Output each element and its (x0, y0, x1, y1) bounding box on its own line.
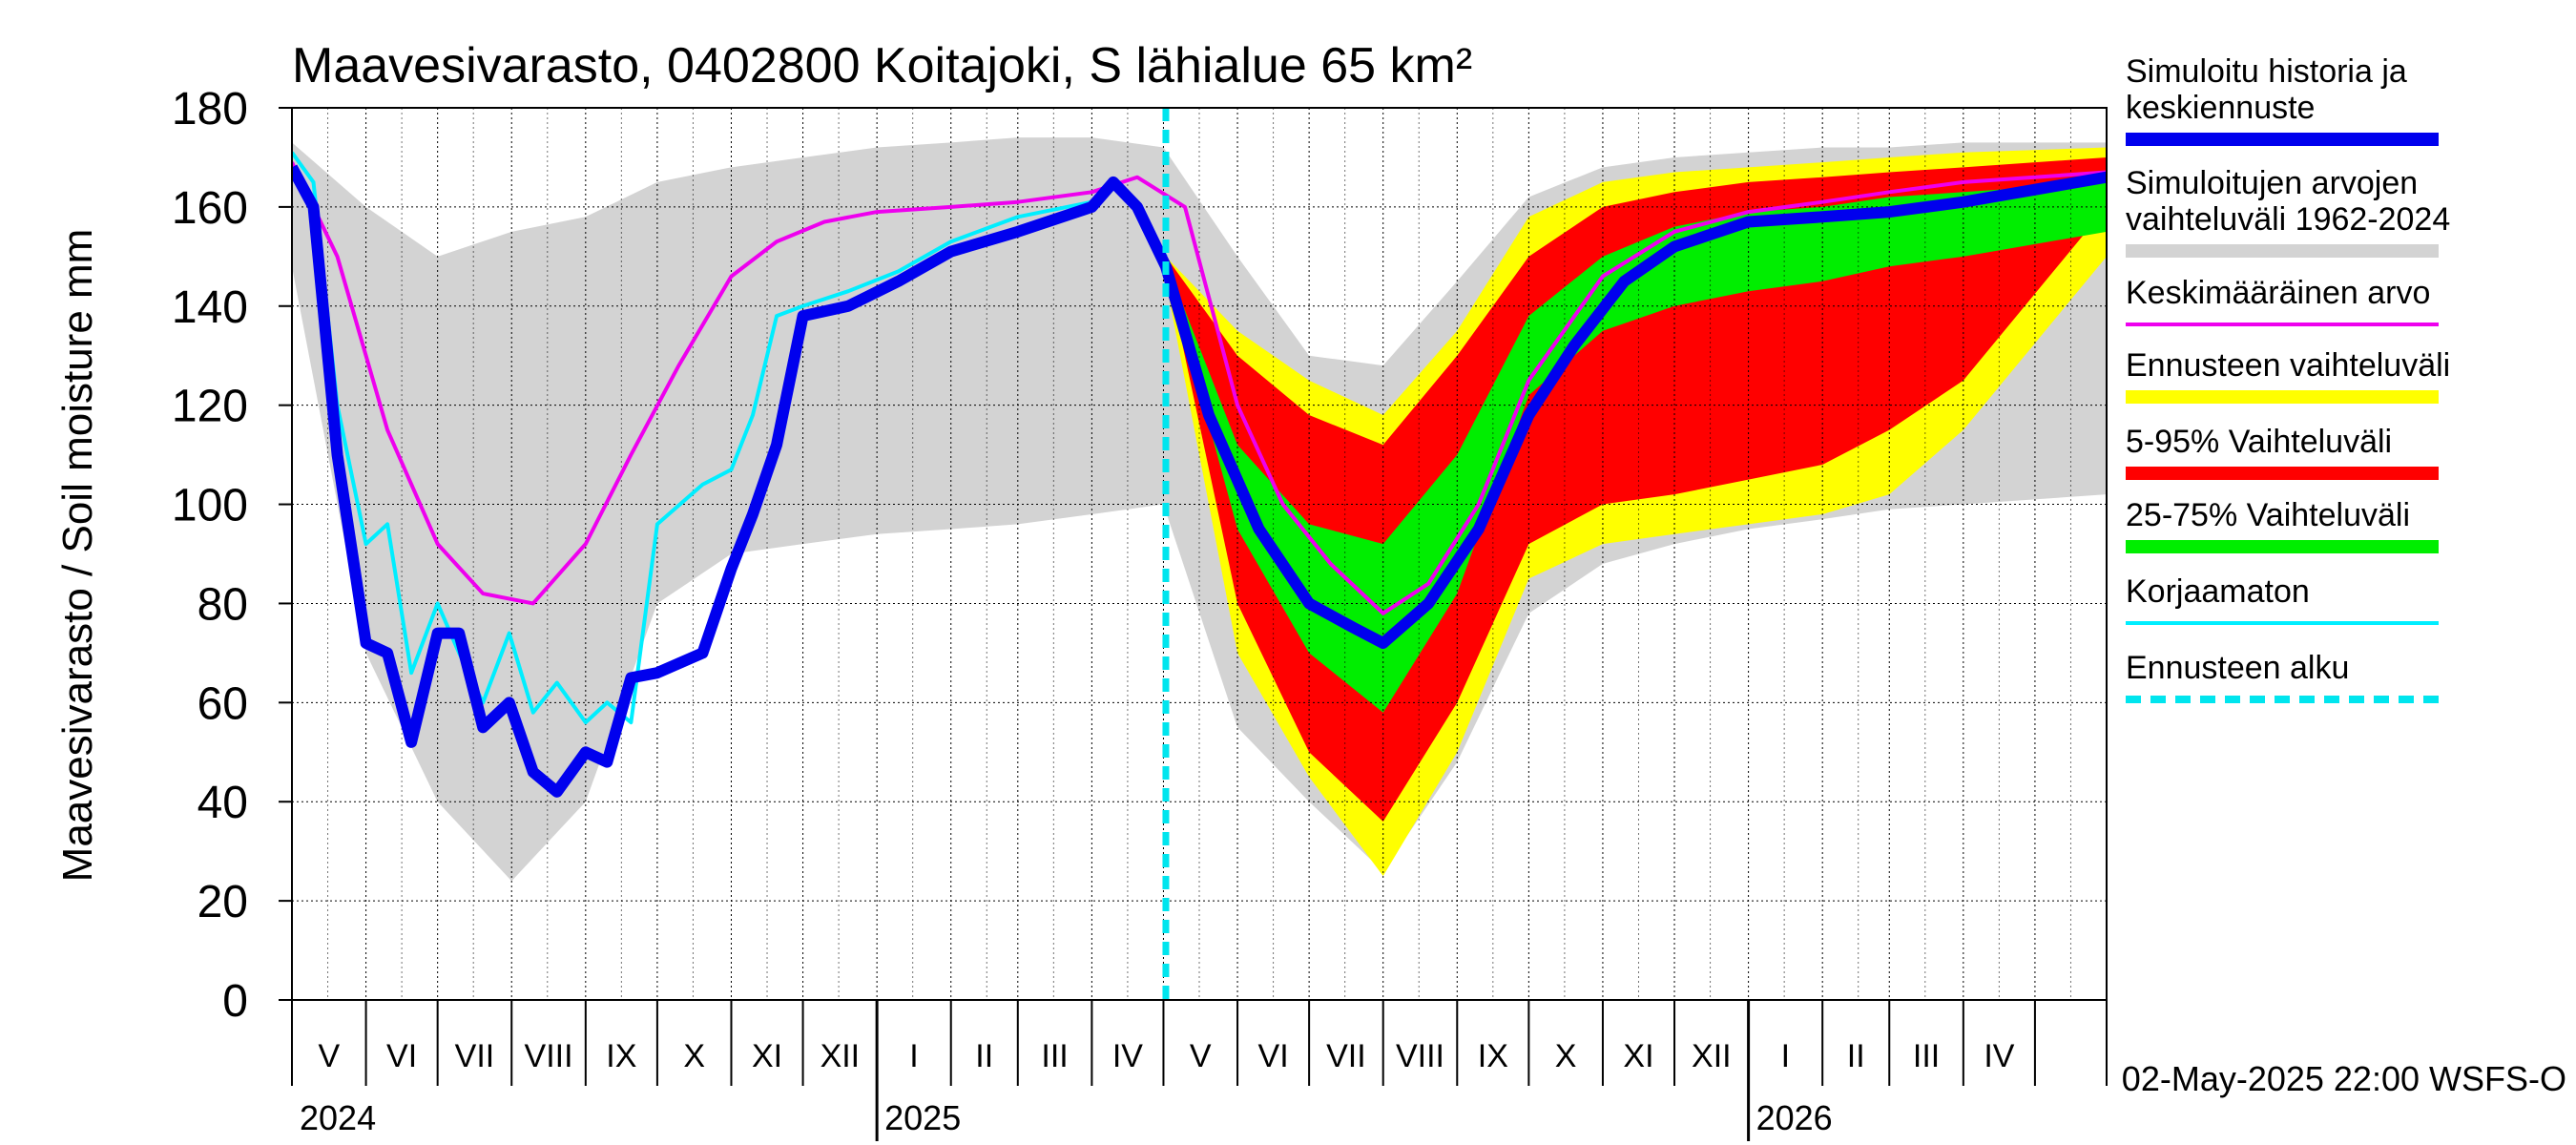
y-tick-label: 0 (222, 976, 248, 1027)
month-label: IX (606, 1038, 636, 1074)
y-axis: 0 20 40 60 80 100 120 140 160 180 (172, 84, 292, 1027)
month-label: IV (1112, 1038, 1143, 1074)
legend-label: Simuloitujen arvojen (2126, 165, 2418, 201)
year-label: 2026 (1756, 1098, 1833, 1137)
legend-label: 25-75% Vaihteluväli (2126, 497, 2410, 533)
month-label: I (1781, 1038, 1790, 1074)
plot-frame (291, 107, 2108, 1001)
year-label: 2025 (884, 1098, 961, 1137)
footer-timestamp: 02-May-2025 22:00 WSFS-O (2122, 1059, 2566, 1098)
legend-label: Simuloitu historia ja (2126, 53, 2407, 90)
month-label: III (1041, 1038, 1068, 1074)
legend-label: Ennusteen vaihteluväli (2126, 347, 2450, 384)
legend: Simuloitu historia jakeskiennusteSimuloi… (2126, 53, 2450, 703)
y-tick-label: 20 (197, 877, 248, 927)
y-tick-label: 180 (172, 84, 248, 135)
month-label: X (683, 1038, 705, 1074)
year-label: 2024 (300, 1098, 376, 1137)
legend-item-forecast_range: Ennusteen vaihteluväli (2126, 347, 2450, 404)
month-label: VIII (525, 1038, 573, 1074)
x-axis: V VI VII VIII IX X XI XII I II III IV V VI VII VIII IX X X… (291, 1000, 2108, 1141)
y-tick-label: 140 (172, 282, 248, 333)
month-label: II (1847, 1038, 1865, 1074)
month-label: XI (1623, 1038, 1653, 1074)
uncorrected-line (292, 151, 1168, 725)
y-tick-label: 80 (197, 579, 248, 630)
lines-layer (292, 108, 2107, 1000)
legend-label: vaihteluväli 1962-2024 (2126, 201, 2450, 238)
y-tick-label: 160 (172, 183, 248, 234)
month-label: IX (1478, 1038, 1508, 1074)
legend-label: keskiennuste (2126, 90, 2315, 126)
history-forecast-line (292, 164, 2107, 798)
month-label: XI (752, 1038, 782, 1074)
legend-label: 5-95% Vaihteluväli (2126, 424, 2392, 460)
legend-label: Ennusteen alku (2126, 650, 2349, 686)
y-tick-label: 100 (172, 481, 248, 531)
month-label: V (1190, 1038, 1212, 1074)
legend-item-p25_75: 25-75% Vaihteluväli (2126, 497, 2439, 553)
y-tick-label: 60 (197, 678, 248, 729)
month-label: III (1913, 1038, 1940, 1074)
y-tick-label: 120 (172, 382, 248, 432)
month-label: VI (386, 1038, 417, 1074)
month-label: XII (1692, 1038, 1732, 1074)
legend-label: Keskimääräinen arvo (2126, 275, 2430, 311)
legend-item-uncorrected: Korjaamaton (2126, 573, 2439, 625)
grid-layer (292, 108, 2107, 1000)
month-label: XII (821, 1038, 861, 1074)
month-label: VII (455, 1038, 495, 1074)
month-label: X (1555, 1038, 1577, 1074)
chart-title: Maavesivarasto, 0402800 Koitajoki, S läh… (292, 38, 1472, 94)
legend-item-forecast_start: Ennusteen alku (2126, 650, 2439, 703)
legend-label: Korjaamaton (2126, 573, 2310, 610)
month-label: VI (1258, 1038, 1289, 1074)
month-label: II (975, 1038, 993, 1074)
month-label: VII (1326, 1038, 1366, 1074)
p25-75-band (1165, 181, 2107, 713)
month-label: IV (1984, 1038, 2014, 1074)
legend-item-mean: Keskimääräinen arvo (2126, 275, 2439, 326)
month-label: I (909, 1038, 918, 1074)
y-axis-label: Maavesivarasto / Soil moisture mm (54, 229, 101, 883)
y-tick-label: 40 (197, 778, 248, 828)
month-label: V (318, 1038, 340, 1074)
legend-item-p5_95: 5-95% Vaihteluväli (2126, 424, 2439, 480)
month-label: VIII (1396, 1038, 1444, 1074)
